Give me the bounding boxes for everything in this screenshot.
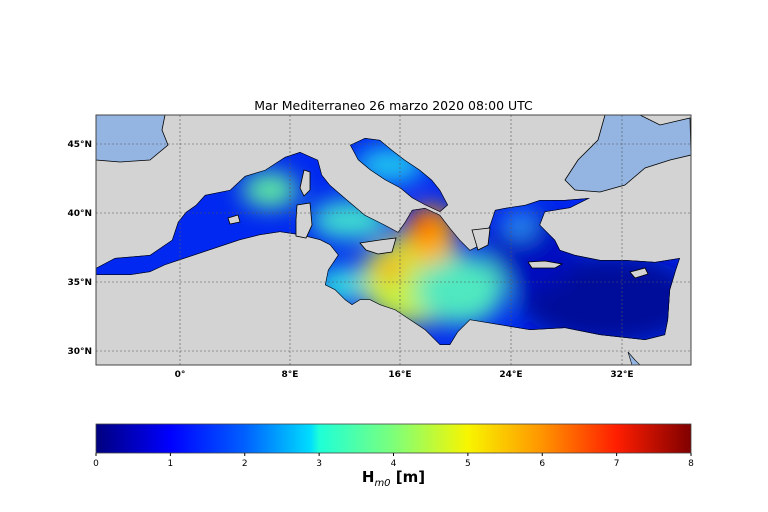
- colorbar-label: Hm0 [m]: [96, 468, 691, 489]
- colorbar-tick-label: 5: [465, 459, 471, 469]
- black-sea: [564, 114, 692, 193]
- balearics: [227, 214, 241, 225]
- colorbar-tick-label: 7: [614, 459, 620, 469]
- lon-tick: 16°E: [388, 370, 411, 380]
- colorbar-tick-label: 2: [242, 459, 248, 469]
- colorbar-tick-label: 4: [391, 459, 397, 469]
- lat-tick: 30°N: [67, 347, 92, 357]
- colorbar-tick-label: 6: [539, 459, 545, 469]
- colorbar-tick-label: 3: [316, 459, 322, 469]
- colorbar-ticks: 0 1 2 3 4 5 6 7 8: [93, 453, 694, 469]
- label-sub: m0: [374, 478, 391, 489]
- lat-tick: 45°N: [67, 140, 92, 150]
- label-unit: [m]: [390, 468, 426, 486]
- colorbar: [95, 423, 692, 454]
- gridlines: [96, 115, 691, 365]
- sardinia: [295, 202, 313, 239]
- lon-tick: 0°: [175, 370, 186, 380]
- peloponnese: [471, 227, 491, 251]
- crete: [527, 260, 564, 269]
- lat-tick: 40°N: [67, 209, 92, 219]
- lon-tick: 24°E: [499, 370, 522, 380]
- colorbar-tick-label: 0: [93, 459, 99, 469]
- lon-tick: 32°E: [610, 370, 633, 380]
- corsica: [299, 169, 311, 197]
- lat-tick: 35°N: [67, 278, 92, 288]
- islands: [227, 169, 649, 279]
- colorbar-tick-label: 1: [168, 459, 174, 469]
- lon-tick: 8°E: [282, 370, 299, 380]
- cyprus: [629, 267, 649, 279]
- label-main: H: [361, 468, 375, 486]
- sicily: [359, 237, 397, 255]
- map-title: Mar Mediterraneo 26 marzo 2020 08:00 UTC: [254, 98, 533, 113]
- bay-of-biscay: [95, 114, 169, 163]
- colorbar-tick-label: 8: [688, 459, 694, 469]
